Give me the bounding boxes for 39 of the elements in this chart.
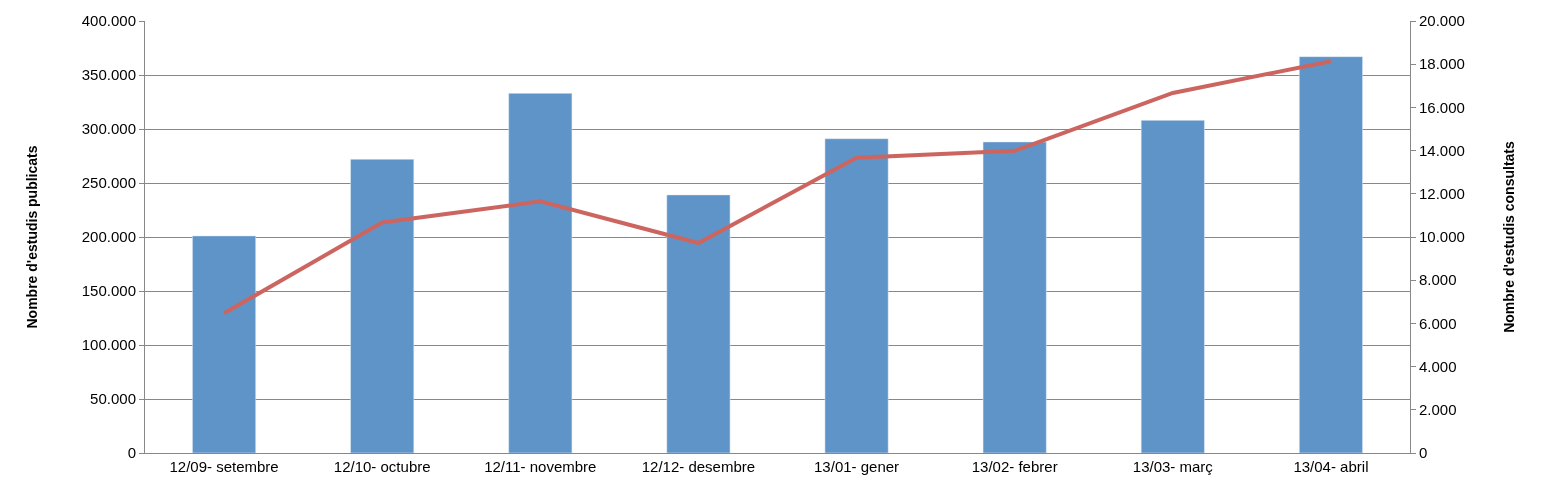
y-tick-label: 200.000 — [81, 228, 136, 246]
y-axis-title: Nombre d'estudis publicats — [24, 145, 41, 329]
y2-tick-label: 4.000 — [1419, 357, 1457, 375]
y2-tick-label: 2.000 — [1419, 401, 1457, 419]
x-tick-label: 13/04- abril — [1293, 458, 1369, 475]
y-tick-label: 350.000 — [81, 66, 136, 84]
y-tick-label: 150.000 — [81, 282, 136, 300]
x-tick-label: 13/03- març — [1132, 458, 1214, 475]
y2-tick-label: 8.000 — [1419, 271, 1457, 289]
bar — [350, 158, 415, 453]
y-tick-label: 400.000 — [81, 12, 136, 30]
x-tick-label: 12/12- desembre — [641, 458, 756, 475]
y2-tick-label: 0 — [1419, 444, 1428, 462]
bar — [192, 235, 256, 453]
bar — [824, 138, 889, 453]
y2-tick-label: 6.000 — [1419, 314, 1457, 332]
x-tick-label: 13/01- gener — [814, 458, 900, 475]
bar — [508, 93, 573, 453]
y-tick-label: 100.000 — [81, 336, 136, 354]
y-tick-label: 0 — [127, 444, 136, 462]
y2-tick-label: 12.000 — [1419, 185, 1465, 203]
y2-tick-label: 10.000 — [1419, 228, 1465, 246]
line-series — [222, 59, 1333, 316]
y2-axis-title: Nombre d'estudis consultats — [1501, 141, 1518, 333]
y-tick-label: 50.000 — [90, 390, 136, 408]
y-tick-label: 300.000 — [81, 120, 136, 138]
y-tick-label: 250.000 — [81, 174, 136, 192]
y2-tick-label: 20.000 — [1419, 12, 1465, 30]
bar — [666, 194, 731, 453]
x-tick-label: 12/11- novembre — [484, 458, 597, 475]
x-tick-label: 12/10- octubre — [333, 458, 431, 475]
y2-tick-label: 18.000 — [1419, 55, 1465, 73]
bar — [1299, 56, 1363, 453]
bar — [1140, 120, 1205, 453]
y2-tick-label: 14.000 — [1419, 141, 1465, 159]
bar — [982, 141, 1047, 453]
x-tick-label: 13/02- febrer — [971, 458, 1058, 475]
x-tick-label: 12/09- setembre — [169, 458, 279, 475]
y2-tick-label: 16.000 — [1419, 98, 1465, 116]
